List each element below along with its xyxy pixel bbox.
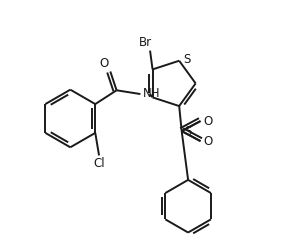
Text: O: O: [100, 57, 109, 70]
Text: NH: NH: [142, 87, 160, 100]
Text: S: S: [185, 124, 192, 138]
Text: O: O: [203, 135, 212, 148]
Text: O: O: [203, 115, 212, 128]
Text: S: S: [184, 53, 191, 66]
Text: Br: Br: [139, 36, 152, 49]
Text: Cl: Cl: [93, 158, 105, 170]
